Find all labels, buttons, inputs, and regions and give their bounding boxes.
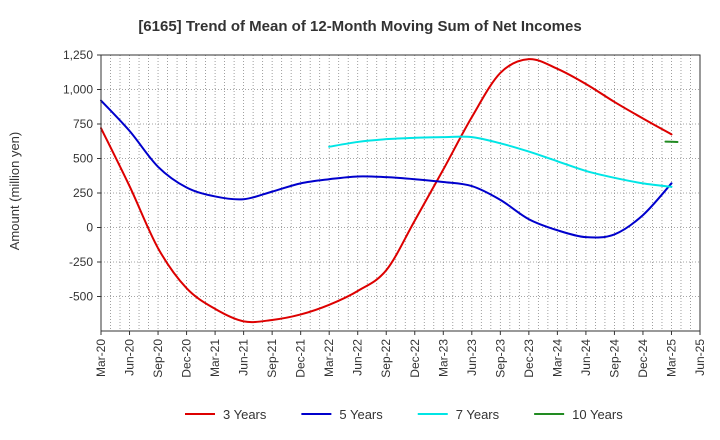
x-tick-label: Dec-21 <box>294 339 308 378</box>
x-tick-label: Dec-23 <box>522 339 536 378</box>
x-tick-label: Jun-23 <box>465 339 479 376</box>
y-tick-label: 500 <box>73 152 93 166</box>
x-tick-label: Dec-22 <box>408 339 422 378</box>
x-tick-label: Dec-24 <box>636 339 650 378</box>
x-tick-label: Jun-22 <box>351 339 365 376</box>
x-tick-label: Dec-20 <box>180 339 194 378</box>
x-tick-label: Jun-24 <box>579 339 593 376</box>
x-tick-label: Sep-21 <box>265 339 279 378</box>
legend-label-7-years: 7 Years <box>456 407 500 422</box>
y-tick-label: 0 <box>86 221 93 235</box>
legend-label-10-years: 10 Years <box>572 407 623 422</box>
x-tick-label: Mar-21 <box>208 339 222 377</box>
x-ticks: Mar-20 Jun-20 Sep-20 Dec-20 Mar-21 Jun-21 Sep-… <box>94 331 707 378</box>
x-tick-label: Jun-20 <box>123 339 137 376</box>
x-tick-label: Jun-25 <box>693 339 707 376</box>
plot-frame <box>100 54 701 332</box>
x-tick-label: Mar-22 <box>322 339 336 377</box>
y-tick-label: 750 <box>73 117 93 131</box>
x-tick-label: Jun-21 <box>237 339 251 376</box>
legend-label-3-years: 3 Years <box>223 407 267 422</box>
series-line-5-years <box>100 99 673 239</box>
y-tick-label: -250 <box>69 255 93 269</box>
x-tick-label: Sep-24 <box>607 339 621 378</box>
x-tick-label: Sep-23 <box>493 339 507 378</box>
legend: 3 Years 5 Years 7 Years 10 Years <box>185 407 623 422</box>
y-tick-label: 250 <box>73 186 93 200</box>
y-tick-label: -500 <box>69 290 93 304</box>
x-tick-label: Mar-23 <box>436 339 450 377</box>
grid <box>100 54 701 331</box>
x-tick-label: Sep-22 <box>379 339 393 378</box>
x-tick-label: Mar-25 <box>664 339 678 377</box>
x-tick-label: Mar-24 <box>550 339 564 377</box>
y-axis-label: Amount (million yen) <box>7 132 22 251</box>
chart-title: [6165] Trend of Mean of 12-Month Moving … <box>138 18 581 35</box>
x-tick-label: Sep-20 <box>151 339 165 378</box>
series-line-3-years <box>100 58 673 324</box>
series-line-7-years <box>328 135 673 188</box>
y-tick-label: 1,250 <box>63 48 93 62</box>
legend-label-5-years: 5 Years <box>339 407 383 422</box>
y-tick-label: 1,000 <box>63 83 93 97</box>
x-tick-label: Mar-20 <box>94 339 108 377</box>
series-layer <box>100 58 679 324</box>
y-ticks: 1,250 1,000 750 500 250 0 -250 -500 <box>63 48 101 304</box>
